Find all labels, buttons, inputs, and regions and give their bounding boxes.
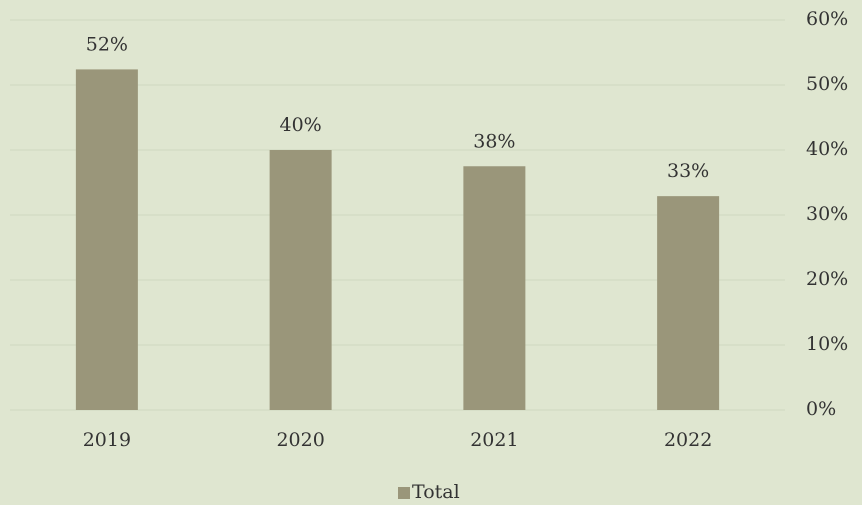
y-tick-label: 20% bbox=[806, 268, 848, 290]
x-tick-label: 2021 bbox=[470, 429, 518, 451]
bar bbox=[657, 196, 720, 410]
data-label: 40% bbox=[280, 114, 322, 136]
legend-label: Total bbox=[412, 481, 460, 503]
y-tick-label: 60% bbox=[806, 8, 848, 30]
bar bbox=[75, 69, 138, 411]
y-tick-label: 50% bbox=[806, 73, 848, 95]
y-tick-label: 30% bbox=[806, 203, 848, 225]
x-tick-label: 2020 bbox=[276, 429, 324, 451]
x-tick-label: 2019 bbox=[83, 429, 131, 451]
y-tick-label: 0% bbox=[806, 398, 836, 420]
legend-swatch bbox=[398, 487, 410, 499]
data-label: 52% bbox=[86, 33, 128, 55]
y-tick-label: 10% bbox=[806, 333, 848, 355]
bar bbox=[463, 166, 526, 410]
data-label: 38% bbox=[473, 130, 515, 152]
bar bbox=[269, 150, 332, 410]
data-label: 33% bbox=[667, 160, 709, 182]
x-tick-label: 2022 bbox=[664, 429, 712, 451]
y-tick-label: 40% bbox=[806, 138, 848, 160]
